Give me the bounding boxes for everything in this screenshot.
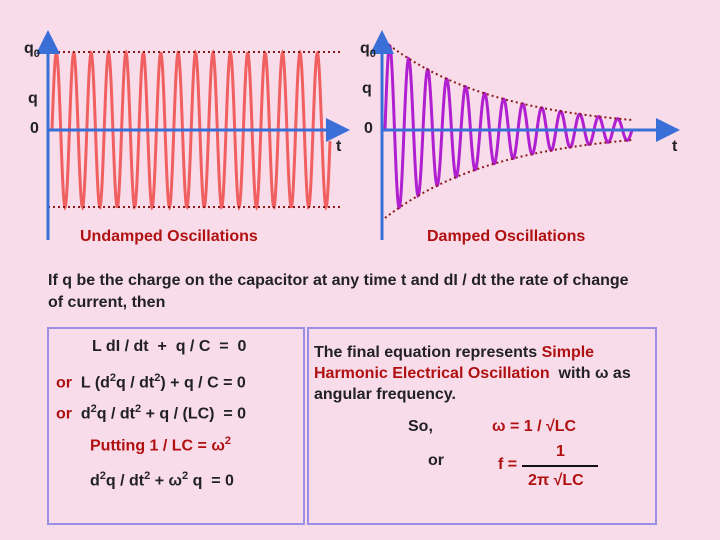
text-segment: ) + q / C = 0 (160, 374, 246, 392)
q-label: q (362, 80, 372, 97)
explanation: The final equation represents Simple Har… (314, 342, 639, 405)
time-label: t (336, 138, 342, 155)
label-sub: 0 (369, 48, 376, 61)
text-segment: The final equation represents (314, 344, 542, 361)
text-segment: d (90, 472, 100, 490)
label-sub: 0 (33, 48, 40, 61)
undamped-wave (50, 49, 332, 211)
fraction-bar (522, 465, 598, 467)
text-segment: 2 (109, 372, 117, 384)
text-segment: 2 (224, 435, 231, 447)
text-segment: q / dt (105, 472, 145, 490)
text-segment: Putting 1 / LC = ω (90, 437, 225, 455)
waves (48, 41, 634, 219)
text-segment: with ω as angular frequency. (314, 365, 636, 403)
amplitude-label: q0 (24, 40, 40, 60)
so-label: So, (408, 418, 433, 435)
origin-label: 0 (30, 120, 39, 137)
equation: L dI / dt + q / C = 0 (92, 338, 246, 356)
text-segment: 2 (144, 470, 151, 482)
denominator: 2π √LC (528, 472, 584, 489)
omega-equation: ω = 1 / √LC (492, 418, 577, 435)
text-segment: + q / (LC) = 0 (141, 405, 247, 423)
graphs (36, 30, 680, 240)
intro: If q be the charge on the capacitor at a… (48, 272, 629, 311)
equation: Putting 1 / LC = ω2 (90, 435, 231, 455)
frequency-lhs: f = (498, 456, 518, 473)
text-segment: q = 0 (188, 472, 234, 490)
or-label: or (428, 452, 444, 469)
equation: d2q / dt2 + ω2 q = 0 (90, 470, 234, 490)
text-segment: 2 (182, 470, 189, 482)
text-segment: or (56, 374, 72, 392)
numerator: 1 (556, 443, 565, 460)
q-label: q (28, 90, 38, 107)
equation: or L (d2q / dt2) + q / C = 0 (56, 372, 246, 392)
result-box (307, 327, 657, 525)
damped-wave (383, 43, 634, 210)
equations-box (47, 327, 305, 525)
text-segment: + ω (150, 472, 182, 490)
amplitude-label: q0 (360, 40, 376, 60)
text-segment: 2 (154, 372, 161, 384)
text-segment: q / dt (116, 374, 155, 392)
label: q (360, 40, 370, 57)
caption: Undamped Oscillations (80, 228, 258, 245)
text-segment: 2 (135, 403, 142, 415)
time-label: t (672, 138, 678, 155)
envelope (384, 139, 633, 219)
text-segment: L dI / dt + q / C = 0 (92, 338, 247, 355)
origin-label: 0 (364, 120, 373, 137)
envelope (384, 41, 633, 121)
text-segment: q / dt (96, 405, 136, 423)
text-segment: 2 (99, 470, 106, 482)
equation: or d2q / dt2 + q / (LC) = 0 (56, 403, 246, 423)
label: q (24, 40, 34, 57)
caption: Damped Oscillations (427, 228, 586, 245)
text-segment: d (72, 405, 91, 423)
text-segment: 2 (90, 403, 97, 415)
text-segment: L (d (72, 374, 110, 392)
text-segment: or (56, 405, 72, 423)
text-segment: Simple Harmonic Electrical Oscillation (314, 344, 599, 382)
